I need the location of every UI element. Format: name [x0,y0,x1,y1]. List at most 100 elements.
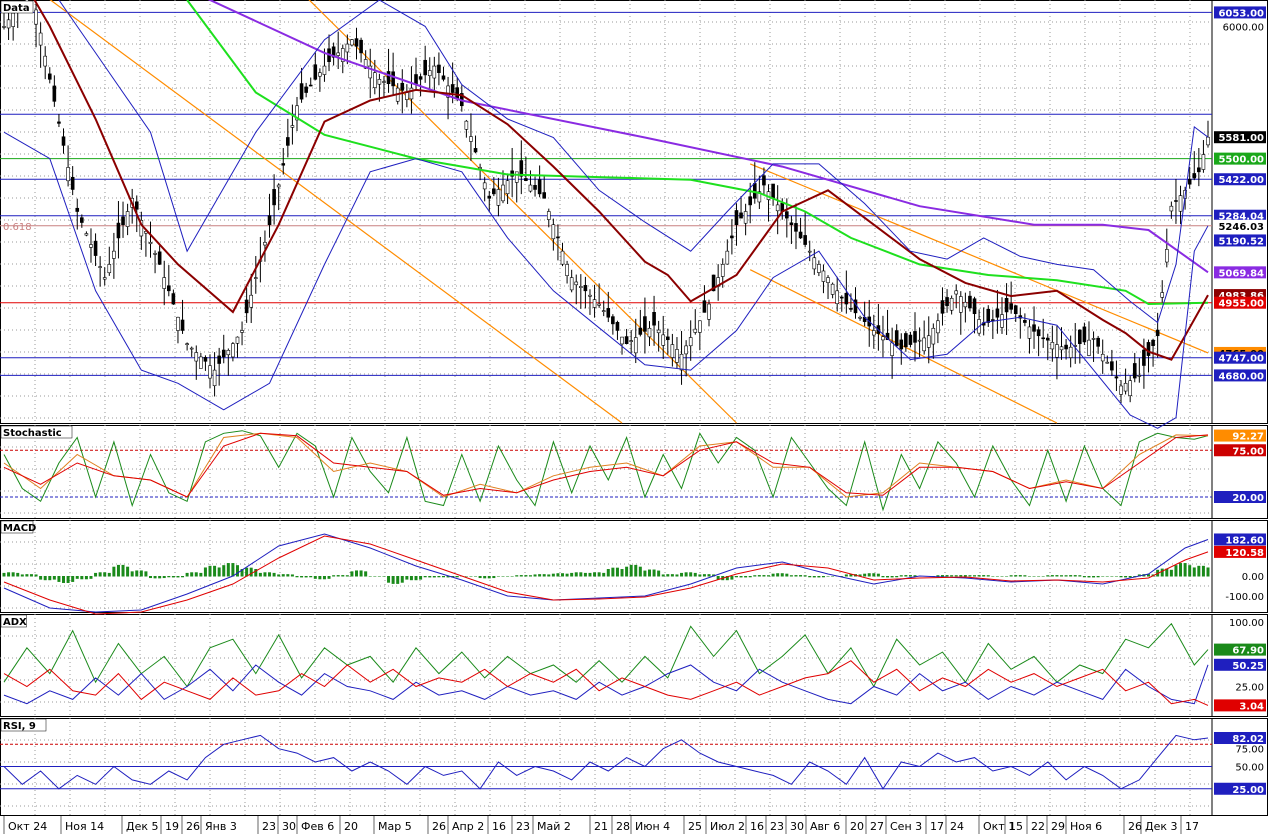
macd-bar [753,575,757,577]
stoch-line [3,432,1209,498]
macd-bar [391,576,395,584]
candle-body [1041,337,1045,340]
macd-bar [840,576,844,577]
candle-body [643,316,647,332]
macd-bar [776,573,780,577]
panel-frame-1 [0,425,1268,519]
candle-body [926,335,931,348]
price-label-bg [1214,351,1266,364]
candle-body [299,83,304,100]
macd-bar [670,574,674,577]
candle-body [633,337,638,354]
candle-body [427,70,432,77]
candle-body [1119,385,1123,395]
macd-bar [1183,563,1187,577]
macd-bar [890,576,894,578]
candle-body [812,257,817,270]
candle-body [936,320,940,334]
macd-bar [991,576,995,577]
x-axis-label: 23 [516,820,530,833]
x-axis-label: 16 [750,820,764,833]
candle-body [38,32,43,46]
price-label-bg [1214,219,1266,232]
macd-bar [29,574,33,577]
candle-body [579,286,583,288]
candle-body [359,39,363,54]
macd-bar [1110,576,1114,577]
price-label-bg [1214,234,1266,247]
macd-bar [148,576,152,579]
macd-bar [277,574,281,577]
candle-body [249,294,254,308]
candle-body [730,235,734,239]
macd-bar [98,572,102,577]
candle-body [537,179,542,195]
macd-bar [222,565,226,577]
x-axis-label: Фев 6 [301,820,334,833]
candle-body [524,178,528,181]
macd-bar [913,575,917,577]
candle-body [386,71,391,85]
stoch-current-bg [1214,429,1266,442]
macd-bar [423,576,427,578]
macd-bar [48,576,52,581]
candle-body [171,293,176,305]
price-label: 4747.00 [1218,354,1264,365]
candle-body [519,160,524,177]
macd-bar [538,574,542,577]
macd-bar [1073,575,1077,577]
price-label: 5246.03 [1218,222,1264,233]
candle-body [6,19,11,29]
macd-bar [510,576,514,577]
candle-body [597,303,601,306]
candle-body [1164,249,1169,263]
candle-body [162,277,167,289]
candle-body [565,264,569,276]
macd-bar [1192,567,1196,577]
adx-current: 50.25 [1232,661,1264,672]
panel-frame-0 [0,0,1268,424]
candle-body [1082,326,1087,343]
macd-bar [712,574,716,577]
candle-body [894,330,899,347]
candle-body [487,195,492,199]
candle-body [231,343,235,358]
candle-body [153,253,157,255]
price-label-top-bg [1214,6,1266,19]
candle-body [107,264,112,274]
adx-line [3,664,1209,705]
candle-body [418,76,423,80]
macd-bar [963,575,967,577]
candle-body [1105,361,1110,364]
candle-body [473,148,478,153]
macd-bar [483,576,487,579]
macd-bar [373,576,377,577]
x-axis-label: 20 [850,820,864,833]
candle-body [11,12,15,27]
candle-body [574,281,579,286]
macd-current-bg [1214,533,1266,546]
macd-current: 182.60 [1225,535,1264,546]
candle-body [615,322,620,331]
macd-bar [194,572,198,577]
macd-bar [1032,576,1036,577]
macd-bar [176,576,180,578]
macd-bar [441,576,445,578]
x-axis-label: 16 [492,820,506,833]
macd-bar [904,575,908,577]
price-label-bg [1214,209,1266,222]
candle-body [748,196,753,206]
x-axis-label: 17 [1185,820,1199,833]
x-axis-label: Янв 3 [205,820,237,833]
candle-body [1142,349,1146,366]
candle-body [176,316,180,331]
macd-bar [387,576,391,583]
candle-body [807,250,812,253]
candle-body [556,236,560,239]
candle-body [405,92,409,100]
candle-body [134,201,139,210]
candle-body [711,274,716,292]
candle-body [1169,205,1174,212]
candle-body [963,301,968,308]
macd-bar [1055,575,1059,577]
